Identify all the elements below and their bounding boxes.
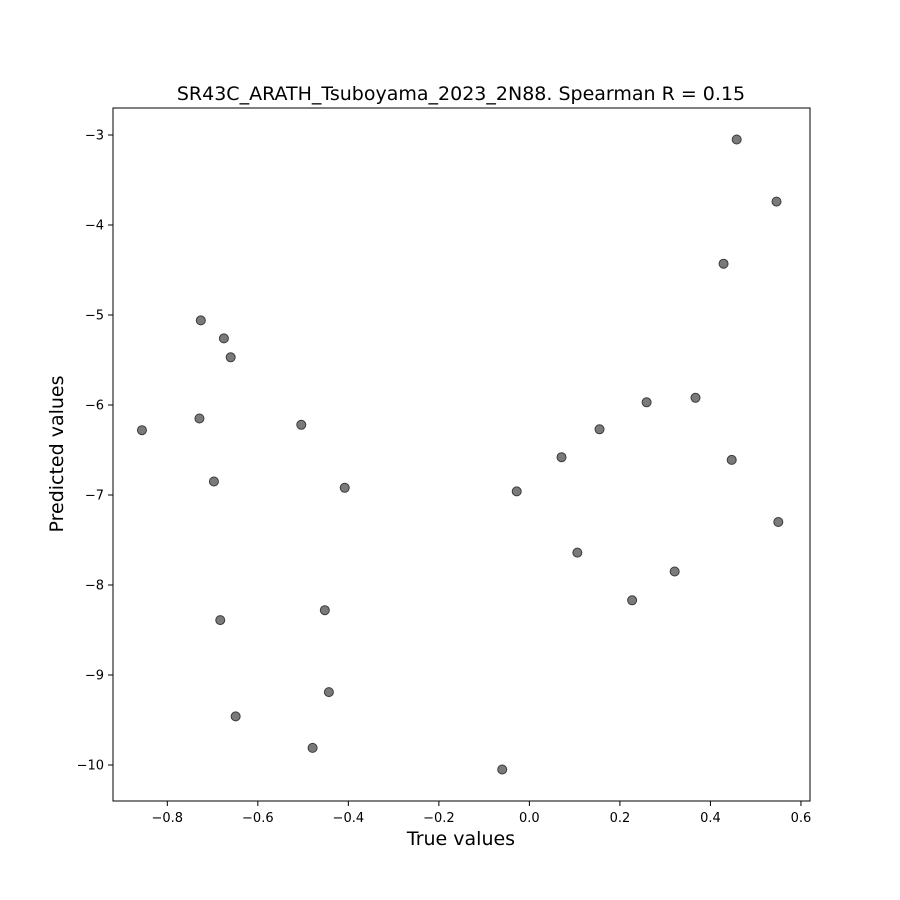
data-point xyxy=(195,315,206,326)
data-point xyxy=(323,687,334,698)
data-point xyxy=(307,742,318,753)
data-point xyxy=(230,711,241,722)
data-point xyxy=(194,413,205,424)
y-tick-label: −8 xyxy=(85,579,104,594)
y-tick-label: −10 xyxy=(77,759,104,774)
x-axis-label: True values xyxy=(406,828,515,850)
data-point xyxy=(641,397,652,408)
data-point xyxy=(511,486,522,497)
chart-title: SR43C_ARATH_Tsuboyama_2023_2N88. Spearma… xyxy=(177,83,745,105)
y-tick-label: −4 xyxy=(85,219,104,234)
data-point xyxy=(339,482,350,493)
data-point xyxy=(136,425,147,436)
y-tick-label: −7 xyxy=(85,489,104,504)
x-tick-label: −0.8 xyxy=(152,811,184,826)
data-point xyxy=(225,352,236,363)
data-point xyxy=(572,547,583,558)
data-point xyxy=(497,764,508,775)
data-point xyxy=(594,424,605,435)
x-axis-ticks: −0.8 −0.6 −0.4 −0.2 0.0 0.2 0.4 0.6 xyxy=(152,801,812,826)
data-point xyxy=(726,454,737,465)
y-axis-label: Predicted values xyxy=(46,375,68,532)
data-point xyxy=(690,392,701,403)
y-axis-ticks: −3 −4 −5 −6 −7 −8 −9 −10 xyxy=(77,129,113,774)
x-tick-label: 0.0 xyxy=(519,811,540,826)
data-point xyxy=(218,333,229,344)
x-tick-label: −0.4 xyxy=(333,811,365,826)
data-point xyxy=(215,615,226,626)
data-point xyxy=(771,196,782,207)
x-tick-label: 0.6 xyxy=(791,811,812,826)
x-tick-label: −0.2 xyxy=(423,811,455,826)
x-tick-label: −0.6 xyxy=(242,811,274,826)
y-tick-label: −3 xyxy=(85,129,104,144)
data-point xyxy=(296,419,307,430)
y-tick-label: −6 xyxy=(85,399,104,414)
data-point xyxy=(773,517,784,527)
data-points xyxy=(136,134,784,775)
y-tick-label: −5 xyxy=(85,309,104,324)
y-tick-label: −9 xyxy=(85,669,104,684)
data-point xyxy=(731,134,742,145)
plot-area-frame xyxy=(112,107,811,802)
x-tick-label: 0.2 xyxy=(610,811,631,826)
data-point xyxy=(627,595,638,606)
x-tick-label: 0.4 xyxy=(700,811,721,826)
data-point xyxy=(319,605,330,616)
data-point xyxy=(208,476,219,487)
data-point xyxy=(556,452,567,463)
data-point xyxy=(718,258,729,269)
data-point xyxy=(669,566,680,577)
